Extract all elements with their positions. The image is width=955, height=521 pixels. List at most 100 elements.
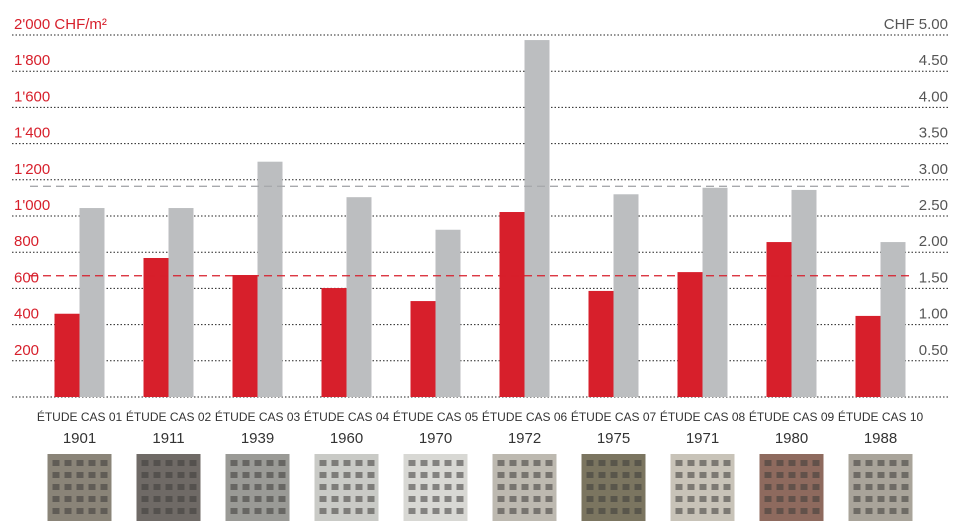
photo-window: [88, 460, 96, 466]
photo-window: [610, 460, 618, 466]
x-tick-label: ÉTUDE CAS 01: [37, 409, 123, 424]
photo-window: [456, 472, 464, 478]
photo-window: [521, 472, 529, 478]
photo-window: [319, 508, 327, 514]
photo-window: [901, 496, 909, 502]
photo-window: [764, 508, 772, 514]
photo-window: [497, 472, 505, 478]
bar: [524, 40, 550, 398]
photo-window: [509, 460, 517, 466]
bar: [232, 275, 258, 397]
x-tick-label: ÉTUDE CAS 09: [749, 409, 835, 424]
photo-window: [533, 460, 541, 466]
photo-window: [189, 460, 197, 466]
photo-window: [52, 508, 60, 514]
photo-window: [64, 496, 72, 502]
year-label: 1939: [241, 430, 274, 447]
photo-window: [622, 460, 630, 466]
photo-window: [319, 484, 327, 490]
photo-window: [812, 508, 820, 514]
photo-window: [100, 472, 108, 478]
photo-window: [699, 472, 707, 478]
photo-window: [776, 508, 784, 514]
photo-window: [343, 460, 351, 466]
photo-window: [598, 508, 606, 514]
photo-window: [254, 472, 262, 478]
photo-window: [408, 472, 416, 478]
photo-window: [889, 508, 897, 514]
photo-window: [420, 460, 428, 466]
photo-window: [242, 472, 250, 478]
photo-window: [456, 460, 464, 466]
photo-window: [812, 460, 820, 466]
photo-window: [699, 484, 707, 490]
photo-window: [634, 460, 642, 466]
photo-window: [100, 496, 108, 502]
photo-window: [76, 496, 84, 502]
photo-window: [432, 496, 440, 502]
photo-window: [153, 496, 161, 502]
photo-window: [865, 496, 873, 502]
photo-window: [319, 472, 327, 478]
photo-window: [853, 472, 861, 478]
photo-window: [687, 460, 695, 466]
photo-window: [230, 484, 238, 490]
y2-tick-label: 3.00: [919, 161, 948, 178]
photo-window: [723, 496, 731, 502]
photo-window: [165, 508, 173, 514]
year-label: 1980: [775, 430, 808, 447]
photo-window: [800, 508, 808, 514]
photo-window: [545, 508, 553, 514]
photo-window: [865, 472, 873, 478]
photo-window: [367, 508, 375, 514]
bar: [499, 212, 525, 397]
photo-window: [242, 460, 250, 466]
photo-window: [586, 496, 594, 502]
photo-window: [687, 484, 695, 490]
x-tick-label: ÉTUDE CAS 02: [126, 409, 212, 424]
photo-window: [723, 484, 731, 490]
photo-window: [432, 460, 440, 466]
photo-window: [800, 496, 808, 502]
bar: [702, 187, 728, 397]
photo-window: [521, 496, 529, 502]
photo-window: [877, 508, 885, 514]
photo-window: [533, 484, 541, 490]
photo-window: [420, 496, 428, 502]
photo-window: [675, 508, 683, 514]
photo-window: [343, 508, 351, 514]
photo-window: [331, 460, 339, 466]
photo-window: [877, 460, 885, 466]
photo-window: [444, 460, 452, 466]
photo-window: [278, 460, 286, 466]
photo-window: [545, 472, 553, 478]
y2-tick-label: 2.50: [919, 197, 948, 214]
bar: [79, 208, 105, 397]
photo-window: [153, 484, 161, 490]
photo-window: [812, 496, 820, 502]
y-tick-label: 800: [14, 233, 39, 250]
photo-window: [776, 484, 784, 490]
photo-window: [699, 460, 707, 466]
photo-window: [610, 496, 618, 502]
photo-window: [408, 508, 416, 514]
photo-window: [242, 484, 250, 490]
bar: [766, 242, 792, 397]
photo-window: [367, 496, 375, 502]
photo-window: [278, 472, 286, 478]
photo-window: [497, 484, 505, 490]
bar: [410, 301, 436, 397]
photo-window: [812, 484, 820, 490]
year-label: 1960: [330, 430, 363, 447]
photo-window: [189, 508, 197, 514]
photo-window: [598, 496, 606, 502]
bar: [855, 315, 881, 397]
photo-window: [509, 484, 517, 490]
photo-window: [711, 472, 719, 478]
bar: [54, 313, 80, 397]
photo-window: [52, 496, 60, 502]
photo-window: [331, 508, 339, 514]
photo-window: [266, 472, 274, 478]
photo-window: [420, 484, 428, 490]
